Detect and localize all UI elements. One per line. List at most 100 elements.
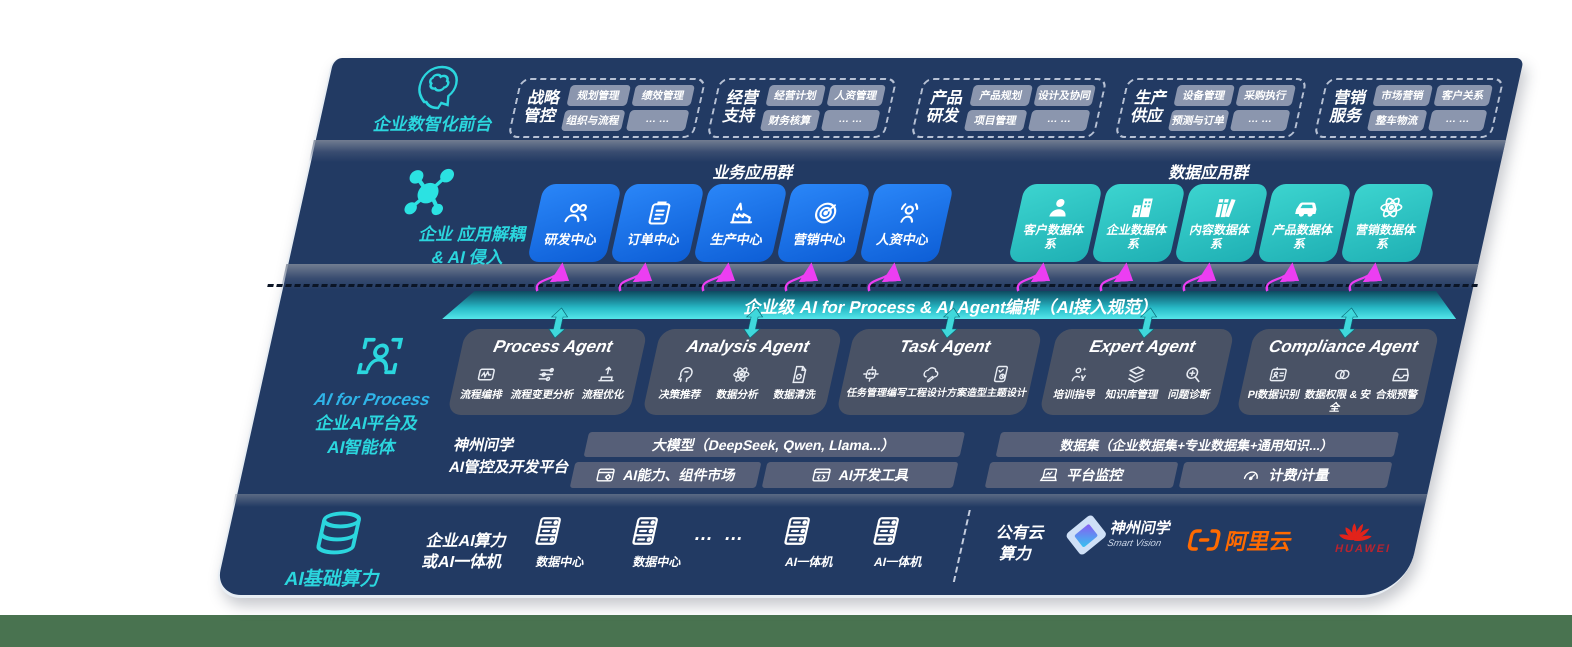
platform-side-line2: AI管控及开发平台 (447, 458, 572, 476)
group-name: 生产供应 (1129, 89, 1169, 125)
agent-title: Task Agent (897, 337, 993, 356)
group-name: 产品研发 (925, 89, 965, 125)
person-icon (1042, 194, 1075, 221)
agents-side-label-zh2: AI智能体 (325, 437, 398, 457)
box-label: 生产中心 (709, 231, 765, 247)
factory-icon (726, 199, 760, 227)
agent-item: 培训指导 (1052, 364, 1102, 402)
agent-item: 编写工程设计方案 (885, 364, 973, 400)
server-rack-icon (527, 514, 607, 548)
chip: 设计及协同 (1032, 85, 1097, 106)
box-rnd-center: 研发中心 (526, 184, 623, 262)
chip: … … (1229, 110, 1291, 131)
compute-label-line2: 或AI一体机 (420, 553, 505, 571)
smartvision-en: Smart Vision (1106, 537, 1163, 549)
front-group-marketing: 营销服务 市场营销 客户关系 整车物流 … … (1313, 78, 1505, 138)
optimize-icon (595, 364, 621, 385)
agent-card-task: Task Agent 任务管理 编写工程设计方案 造型主题设计 (835, 329, 1043, 415)
building-icon (1125, 194, 1158, 221)
models-bar-label: 大模型（DeepSeek, Qwen, Llama...） (651, 436, 898, 453)
box-marketing-center: 营销中心 (775, 184, 872, 262)
box-label: 营销中心 (792, 231, 848, 247)
agent-item: 任务管理 (845, 364, 893, 400)
chip: 财务核算 (759, 110, 820, 131)
platform-side-line1: 神州问学 (452, 437, 516, 454)
chip: 组织与流程 (560, 110, 625, 131)
agent-item: 知识库管理 (1104, 364, 1165, 402)
tray-alert-icon (1388, 364, 1414, 385)
dashed-separator (267, 284, 1478, 287)
box-order-center: 订单中心 (609, 184, 706, 262)
box-customer-data: 客户数据体系 (1007, 184, 1104, 262)
smartvision-zh: 神州问学 (1108, 520, 1173, 538)
chip: 绩效管理 (630, 85, 696, 106)
target-icon (809, 199, 843, 227)
gauge-icon (1239, 465, 1263, 485)
front-group-operation: 经营支持 经营计划 人资管理 财务核算 … … (706, 78, 898, 138)
box-label: 人资中心 (875, 231, 931, 247)
agent-title: Expert Agent (1087, 337, 1198, 356)
box-marketing-data: 营销数据体系 (1339, 184, 1436, 262)
server-rack-icon (624, 514, 704, 548)
ellipsis-dots: … … (692, 524, 749, 545)
models-bar: 大模型（DeepSeek, Qwen, Llama...） (583, 432, 966, 457)
huawei-logo: HUAWEI (1324, 508, 1410, 555)
agent-item: 流程变更分析 (509, 364, 580, 402)
cell-billing: 计费/计量 (1178, 462, 1393, 488)
chip: … … (820, 110, 881, 131)
chip: 项目管理 (963, 110, 1027, 131)
head-gear-icon (672, 364, 698, 385)
database-icon (307, 508, 371, 560)
box-label: 订单中心 (626, 231, 682, 247)
cell-label: AI开发工具 (837, 467, 911, 483)
window-gear-icon (593, 465, 617, 485)
head-brain-icon (406, 60, 469, 110)
agent-item: 数据分析 (715, 364, 765, 402)
window-code-icon (809, 465, 833, 485)
agent-item: 问题诊断 (1167, 364, 1217, 402)
chip: 预测与订单 (1167, 110, 1229, 131)
agent-title: Analysis Agent (684, 337, 812, 356)
agent-item-label: 问题诊断 (1166, 389, 1212, 401)
huawei-wordmark: HUAWEI (1333, 543, 1393, 555)
dataset-bar-label: 数据集（企业数据集+专业数据集+通用知识...） (1058, 438, 1336, 453)
node-label: 数据中心 (534, 555, 586, 569)
cloud-pen-icon (919, 364, 943, 384)
node-datacenter-1: 数据中心 (522, 514, 606, 570)
ai-bar-label: 企业级 AI for Process & AI Agent编排（AI接入规范） (742, 297, 1162, 317)
agent-item: 数据清洗 (772, 364, 822, 402)
chip: … … (625, 110, 690, 131)
box-content-data: 内容数据体系 (1173, 184, 1270, 262)
agent-item-label: 合规预警 (1374, 389, 1420, 401)
cell-label: AI能力、组件市场 (621, 467, 738, 483)
agent-title: Process Agent (491, 337, 615, 356)
robot-grid-icon (859, 364, 883, 384)
layers-icon (1123, 364, 1149, 385)
aliyun-logo: 阿里云 (1184, 524, 1296, 556)
document-gear-icon (786, 364, 812, 385)
person-frame-icon (348, 330, 412, 382)
linked-circles-icon (1329, 364, 1355, 385)
agent-item: PI数据识别 (1246, 364, 1306, 402)
chip: 人资管理 (825, 85, 887, 106)
aliyun-bracket-icon (1184, 527, 1224, 553)
agent-item-label: 任务管理 (845, 388, 888, 399)
agent-item: 数据权限 & 安全 (1300, 364, 1377, 414)
box-production-center: 生产中心 (692, 184, 789, 262)
dataset-bar: 数据集（企业数据集+专业数据集+通用知识...） (995, 432, 1400, 457)
chip: 规划管理 (566, 85, 631, 106)
front-group-supply: 生产供应 设备管理 采购执行 预测与订单 … … (1114, 78, 1308, 138)
data-apps-header: 数据应用群 (1167, 165, 1252, 182)
node-ai-appliance-1: AI一体机 (771, 514, 855, 570)
wave-box-icon (473, 364, 499, 385)
box-label: 企业数据体系 (1105, 223, 1169, 251)
smartvision-logo: 神州问学 Smart Vision (1065, 513, 1173, 557)
person-network-icon (892, 199, 926, 227)
platform-side-label: 神州问学 AI管控及开发平台 (447, 435, 577, 479)
agent-item-label: 流程编排 (459, 389, 504, 401)
agent-item-label: 数据权限 & 安全 (1303, 389, 1373, 414)
chip: 产品规划 (969, 85, 1033, 106)
cell-dev-tools: AI开发工具 (761, 462, 959, 488)
car-icon (1290, 194, 1326, 221)
server-rack-icon (865, 514, 945, 548)
